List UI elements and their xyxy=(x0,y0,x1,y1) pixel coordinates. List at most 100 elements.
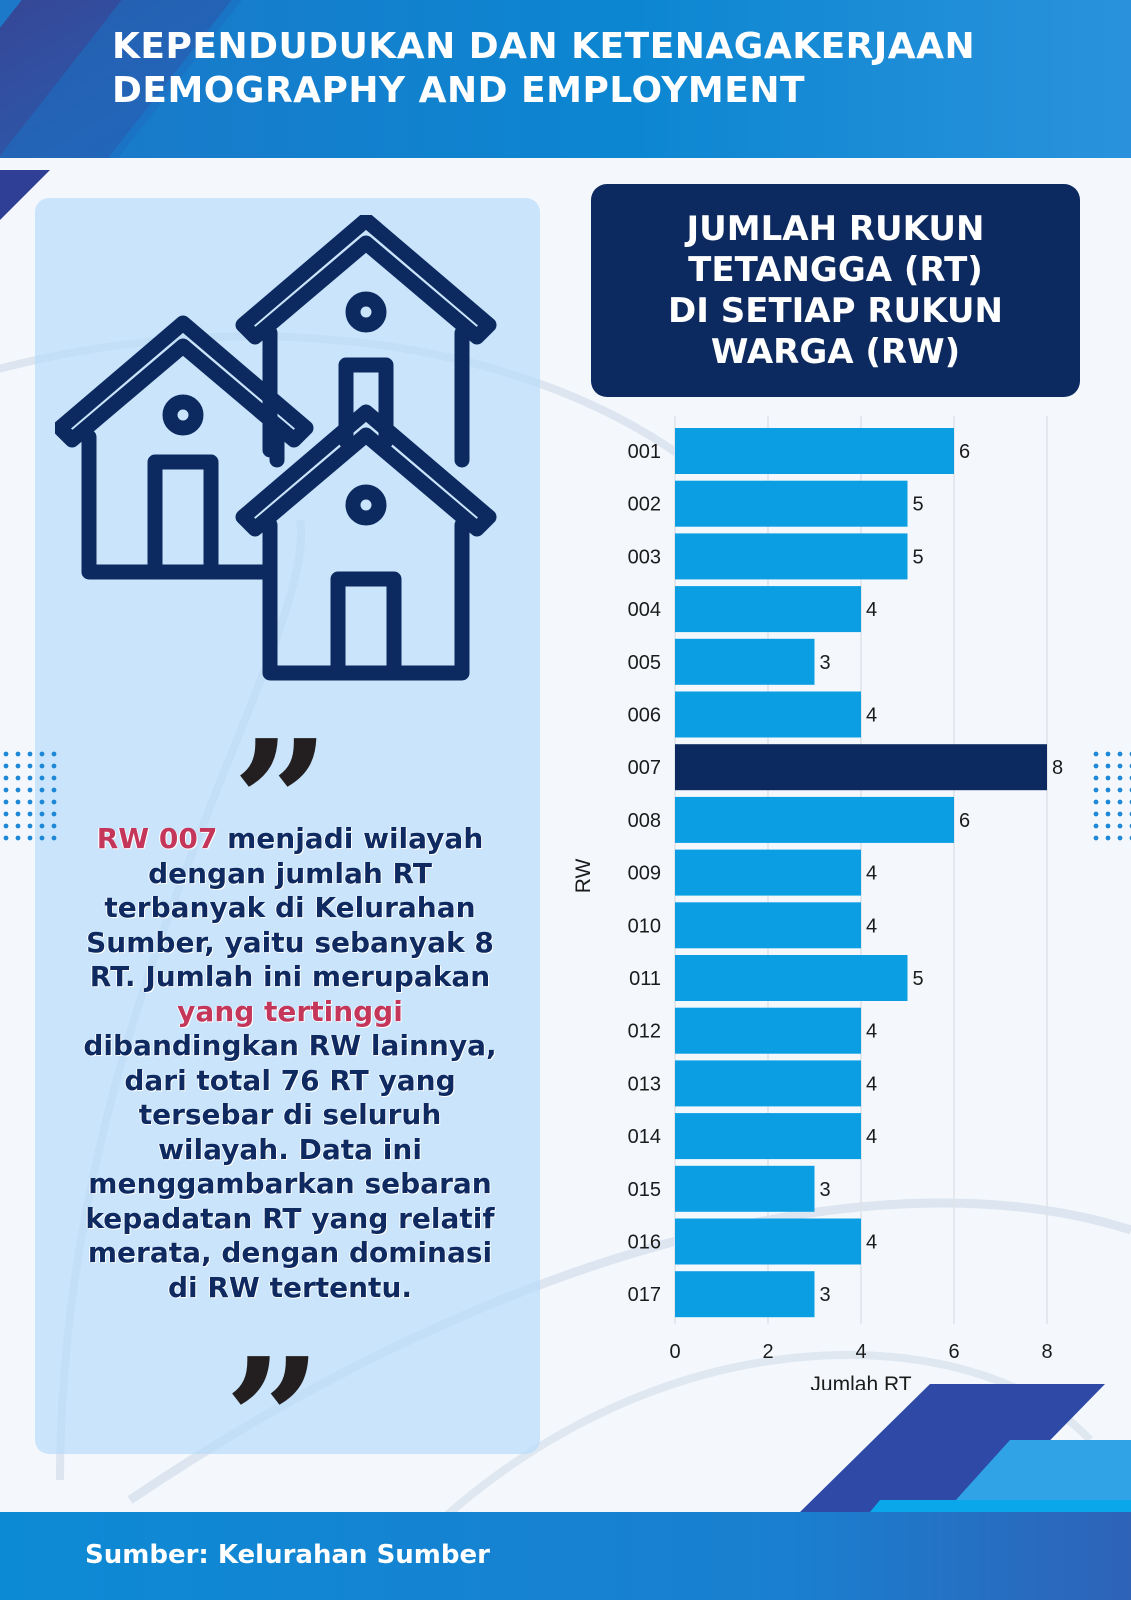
x-tick-label: 4 xyxy=(855,1341,866,1363)
y-tick-label: 014 xyxy=(628,1126,661,1148)
decor-dot xyxy=(3,775,9,781)
decor-dot xyxy=(1093,775,1099,781)
y-tick-label: 005 xyxy=(628,652,661,674)
decor-dot xyxy=(15,811,21,817)
decor-dot xyxy=(1117,799,1123,805)
decor-dot xyxy=(3,835,9,841)
decor-dot xyxy=(15,787,21,793)
decor-dot xyxy=(15,775,21,781)
bar-rw-014 xyxy=(675,1113,861,1160)
bar-rw-016 xyxy=(675,1218,861,1265)
y-tick-label: 003 xyxy=(628,546,661,568)
bar-chart: 0 2 4 6 8 001 6 002 5 003 5 004 4 005 3 006 4 007 8 008 6 009… xyxy=(572,416,1063,1390)
y-tick-label: 015 xyxy=(628,1179,661,1201)
decor-dot xyxy=(1093,763,1099,769)
decor-dot xyxy=(1093,799,1099,805)
data-label: 4 xyxy=(866,1232,877,1254)
decor-dot xyxy=(51,823,57,829)
decor-dot xyxy=(1117,835,1123,841)
decor-dot xyxy=(1105,799,1111,805)
bar-rw-002 xyxy=(675,480,908,527)
decor-dot xyxy=(27,823,33,829)
data-label: 5 xyxy=(913,968,924,990)
decor-dot xyxy=(3,799,9,805)
description-part1: menjadi wilayah dengan jumlah RT terbany… xyxy=(86,822,494,993)
bar-rw-007 xyxy=(675,744,1047,791)
decor-dot xyxy=(1105,811,1111,817)
x-tick-label: 2 xyxy=(762,1341,773,1363)
bar-rw-005 xyxy=(675,638,815,685)
bar-rw-010 xyxy=(675,902,861,949)
data-label: 4 xyxy=(866,863,877,885)
decor-dot xyxy=(51,775,57,781)
y-tick-label: 012 xyxy=(628,1021,661,1043)
decor-dot xyxy=(27,799,33,805)
dots-decoration-left xyxy=(3,751,57,841)
decor-dot xyxy=(27,775,33,781)
bar-rw-001 xyxy=(675,428,954,474)
bar-rw-009 xyxy=(675,849,861,896)
decor-dot xyxy=(1105,823,1111,829)
data-label: 4 xyxy=(866,705,877,727)
data-label: 4 xyxy=(866,915,877,937)
decor-dot xyxy=(27,787,33,793)
x-tick-label: 0 xyxy=(669,1341,680,1363)
decor-dot xyxy=(51,763,57,769)
decor-dot xyxy=(1093,823,1099,829)
decor-dot xyxy=(1117,775,1123,781)
data-label: 6 xyxy=(959,441,970,463)
decor-dot xyxy=(51,787,57,793)
decor-dot xyxy=(39,799,45,805)
bar-rw-012 xyxy=(675,1007,861,1054)
decor-dot xyxy=(27,763,33,769)
decor-dot xyxy=(3,787,9,793)
chart-title-line1: JUMLAH RUKUN xyxy=(686,208,985,249)
decor-dot xyxy=(39,823,45,829)
decor-dot xyxy=(27,751,33,757)
bar-rw-004 xyxy=(675,586,861,633)
bar-rw-011 xyxy=(675,955,908,1001)
y-tick-label: 011 xyxy=(629,968,661,990)
header-title-line1: KEPENDUDUKAN DAN KETENAGAKERJAAN xyxy=(112,26,976,67)
decor-dot xyxy=(1093,751,1099,757)
decor-dot xyxy=(3,811,9,817)
bar-rw-013 xyxy=(675,1060,861,1107)
decor-dot xyxy=(1117,823,1123,829)
x-axis-label: Jumlah RT xyxy=(810,1373,911,1390)
decor-dot xyxy=(39,775,45,781)
data-label: 6 xyxy=(959,810,970,832)
decor-dot xyxy=(1105,763,1111,769)
highlight-tertinggi: yang tertinggi xyxy=(177,994,403,1028)
source-text: Sumber: Kelurahan Sumber xyxy=(85,1540,490,1570)
data-label: 4 xyxy=(866,599,877,621)
chart-title-line3: DI SETIAP RUKUN xyxy=(668,290,1003,331)
data-label: 4 xyxy=(866,1126,877,1148)
y-tick-label: 007 xyxy=(628,757,661,779)
decor-dot xyxy=(15,763,21,769)
decor-dot xyxy=(3,763,9,769)
decor-dot xyxy=(3,823,9,829)
decor-dot xyxy=(39,751,45,757)
header-title-line2: DEMOGRAPHY AND EMPLOYMENT xyxy=(112,70,806,111)
y-tick-label: 013 xyxy=(628,1073,661,1095)
bar-rw-015 xyxy=(675,1165,815,1212)
data-label: 3 xyxy=(820,1179,831,1201)
decor-dot xyxy=(15,751,21,757)
data-label: 4 xyxy=(866,1021,877,1043)
data-label: 3 xyxy=(820,1284,831,1306)
decor-dot xyxy=(51,799,57,805)
decor-dot xyxy=(1105,751,1111,757)
data-label: 5 xyxy=(913,546,924,568)
decor-dot xyxy=(1117,811,1123,817)
decor-dot xyxy=(39,835,45,841)
y-tick-label: 009 xyxy=(628,863,661,885)
header-banner xyxy=(0,0,1131,158)
decor-dot xyxy=(51,811,57,817)
chart-title-box: JUMLAH RUKUN TETANGGA (RT) DI SETIAP RUK… xyxy=(591,184,1080,397)
x-tick-label: 8 xyxy=(1041,1341,1052,1363)
chart-title-line4: WARGA (RW) xyxy=(710,331,961,372)
decor-dot xyxy=(39,763,45,769)
data-label: 3 xyxy=(820,652,831,674)
y-tick-label: 004 xyxy=(628,599,661,621)
chart-title-line2: TETANGGA (RT) xyxy=(688,249,983,290)
